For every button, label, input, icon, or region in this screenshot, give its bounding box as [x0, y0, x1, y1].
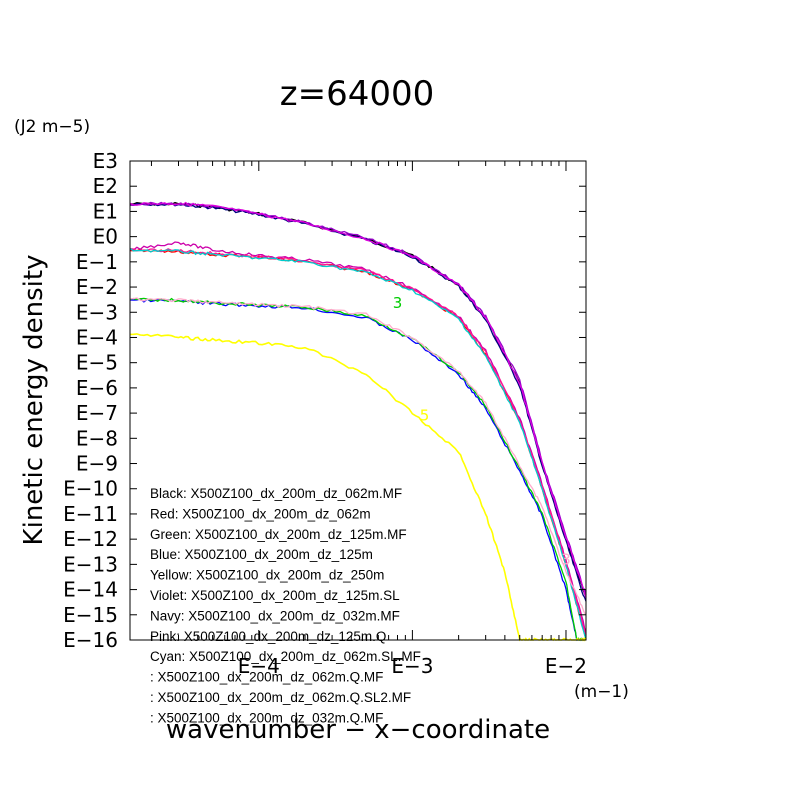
series-layer	[129, 201, 587, 642]
y-tick-label-10: E−7	[76, 401, 118, 425]
y-tick-label-8: E−5	[76, 351, 118, 375]
curve-annotation-2: 5	[420, 407, 430, 425]
x-tick-layer: E−4 E−3 E−2	[150, 161, 587, 678]
x-tick-label-0: E−4	[238, 654, 280, 678]
series-line-2	[129, 202, 587, 602]
chart-title: z=64000	[280, 74, 435, 114]
legend-entry-11: : X500Z100_dx_200m_dz_062m.Q.SL2.MF	[150, 690, 411, 705]
series-line-11	[130, 297, 587, 615]
x-tick-label-1: E−3	[391, 654, 433, 678]
y-tick-label-19: E−16	[63, 628, 118, 652]
y-tick-label-6: E−3	[76, 300, 118, 324]
curve-annotation-3: 3	[561, 550, 571, 568]
y-tick-label-4: E−1	[76, 250, 118, 274]
y-tick-label-3: E0	[93, 225, 118, 249]
annotation-layer: 3 5 3	[393, 294, 571, 569]
legend-entry-12: : X500Z100_dx_200m_dz_032m.Q.MF	[150, 710, 383, 725]
legend-entry-6: Violet: X500Z100_dx_200m_dz_125m.SL	[150, 588, 400, 603]
y-tick-label-18: E−15	[63, 603, 118, 627]
series-line-8	[129, 247, 587, 641]
y-tick-label-15: E−12	[63, 527, 118, 551]
legend-entry-1: Black: X500Z100_dx_200m_dz_062m.MF	[150, 486, 402, 501]
y-tick-label-5: E−2	[76, 275, 118, 299]
x-tick-label-2: E−2	[545, 654, 587, 678]
y-tick-label-13: E−10	[63, 477, 118, 501]
y-tick-layer: E3E2E1E0E−1E−2E−3E−4E−5E−6E−7E−8E−9E−10E…	[63, 149, 586, 652]
series-line-9	[129, 298, 587, 642]
legend-entry-2: Red: X500Z100_dx_200m_dz_062m	[150, 506, 371, 521]
y-tick-label-17: E−14	[63, 578, 118, 602]
y-unit-label: (J2 m−5)	[14, 117, 90, 137]
legend-entry-7: Navy: X500Z100_dx_200m_dz_032m.MF	[150, 608, 400, 623]
y-axis-label: Kinetic energy density	[19, 255, 49, 546]
legend-entry-5: Yellow: X500Z100_dx_200m_dz_250m	[150, 568, 384, 583]
y-tick-label-12: E−9	[76, 452, 118, 476]
plot-frame	[129, 160, 587, 641]
y-tick-label-7: E−4	[76, 325, 118, 349]
curve-annotation-1: 3	[393, 294, 403, 312]
legend-entry-8: Pink: X500Z100_dx_200m_dz_125m.Q	[150, 629, 386, 644]
series-line-4	[129, 201, 587, 598]
legend-entry-9: Cyan: X500Z100_dx_200m_dz_062m.SL.MF	[150, 649, 421, 664]
legend-entry-10: : X500Z100_dx_200m_dz_062m.Q.MF	[150, 670, 383, 685]
legend: Black: X500Z100_dx_200m_dz_062m.MF Red: X…	[150, 486, 421, 725]
legend-entry-3: Green: X500Z100_dx_200m_dz_125m.MF	[150, 527, 407, 542]
legend-entry-4: Blue: X500Z100_dx_200m_dz_125m	[150, 547, 373, 562]
y-tick-label-2: E1	[93, 199, 118, 223]
y-tick-label-9: E−6	[76, 376, 118, 400]
y-tick-label-14: E−11	[63, 502, 118, 526]
y-tick-label-16: E−13	[63, 552, 118, 576]
y-tick-label-0: E3	[93, 149, 118, 173]
y-tick-label-11: E−8	[76, 426, 118, 450]
y-tick-label-1: E2	[93, 174, 118, 198]
x-unit-label: (m−1)	[574, 682, 629, 702]
x-axis-label: wavenumber − x−coordinate	[166, 715, 550, 745]
